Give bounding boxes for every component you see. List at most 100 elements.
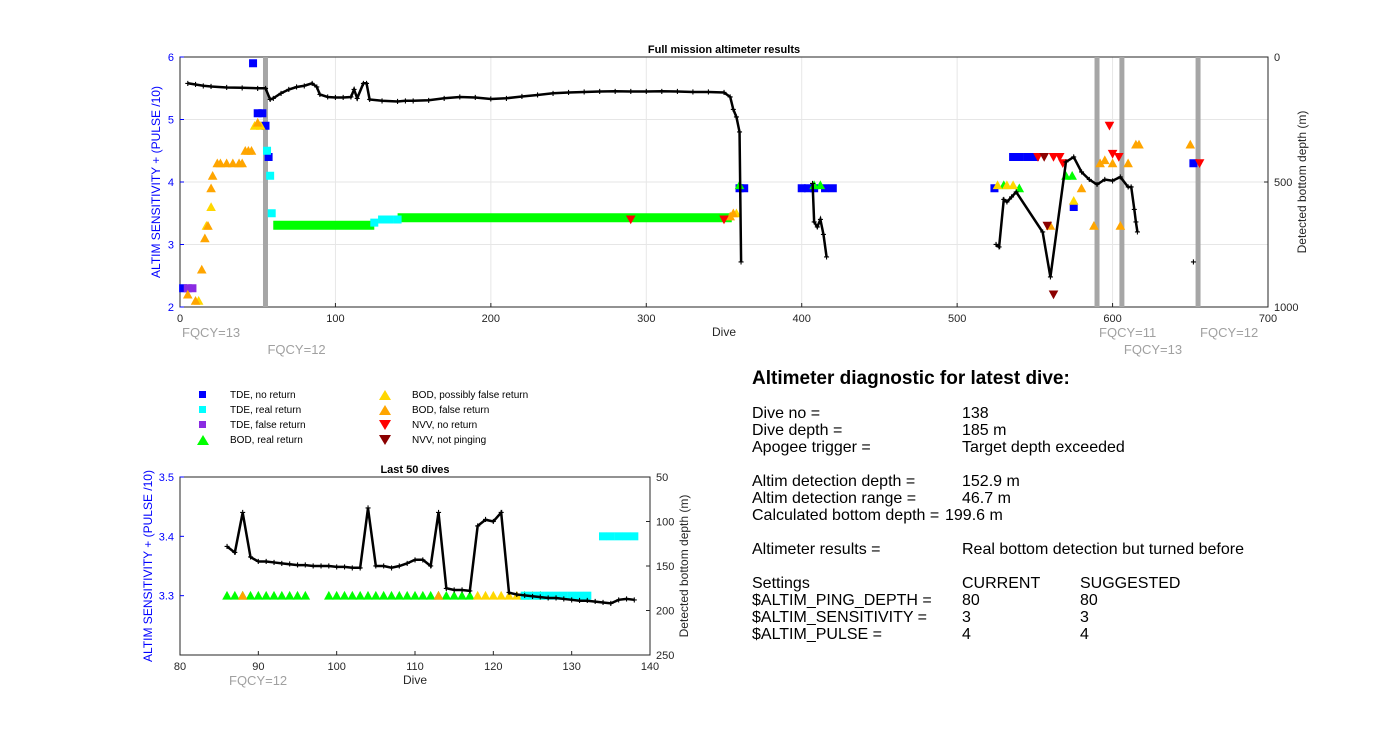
top-depth-point: + (597, 87, 603, 98)
top-xtick-label: 700 (1259, 313, 1277, 325)
pulse-suggested: 4 (1080, 626, 1089, 643)
current-header: CURRENT (962, 575, 1041, 592)
bottom-depth-point: + (287, 560, 293, 571)
top-depth-point: + (1086, 175, 1092, 186)
top-marker (821, 184, 830, 193)
bottom-marker (465, 590, 475, 600)
bottom-depth-point: + (232, 548, 238, 559)
bottom-marker (300, 590, 311, 600)
bottom-depth-point: + (569, 595, 575, 606)
top-marker (1089, 220, 1099, 230)
bottom-depth-point: + (451, 586, 457, 597)
bottom-depth-point: + (514, 590, 520, 601)
top-depth-point: + (811, 218, 817, 229)
top-depth-point: + (1125, 183, 1131, 194)
top-depth-point: + (1131, 205, 1137, 216)
bottom-depth-point: + (498, 508, 504, 519)
bottom-marker (425, 590, 436, 600)
top-xtick-label: 400 (793, 313, 811, 325)
top-depth-line (187, 81, 743, 263)
detection-depth-value: 152.9 m (962, 473, 1020, 490)
bottom-depth-point: + (522, 591, 528, 602)
bottom-depth-point: + (240, 508, 246, 519)
bottom-depth-point: + (537, 593, 543, 604)
top-marker (261, 121, 270, 130)
top-depth-point: + (737, 128, 743, 139)
top-marker (203, 220, 213, 230)
suggested-header: SUGGESTED (1080, 575, 1181, 592)
top-marker (207, 170, 218, 180)
top-depth-line (811, 183, 828, 258)
bottom-depth-point: + (420, 555, 426, 566)
top-depth-point: + (821, 230, 827, 241)
pulse-current: 4 (962, 626, 971, 643)
top-depth-point: + (643, 87, 649, 98)
top-marker (815, 180, 826, 190)
top-xtick-label: 100 (326, 313, 344, 325)
bottom-y2tick-label: 150 (656, 561, 674, 573)
top-depth-point: + (351, 85, 357, 96)
top-ylabel: ALTIM SENSITIVITY + (PULSE /10) (149, 86, 163, 278)
bottom-marker (552, 591, 560, 600)
bottom-marker (433, 590, 444, 600)
bottom-marker (386, 590, 397, 600)
top-marker (1100, 155, 1110, 165)
dive-no-value: 138 (962, 405, 989, 422)
top-ytick-label: 4 (168, 177, 174, 189)
top-marker (263, 146, 272, 155)
top-marker (1009, 153, 1018, 161)
top-y2label: Detected bottom depth (m) (1295, 111, 1309, 254)
top-depth-point: + (294, 83, 300, 94)
top-depth-point: + (457, 93, 463, 104)
top-xtick-label: 0 (177, 313, 183, 325)
top-depth-point: + (325, 93, 331, 104)
top-marker (249, 59, 258, 68)
top-depth-point: + (1133, 218, 1139, 229)
top-marker (1023, 153, 1032, 161)
top-depth-point: + (581, 88, 587, 99)
bottom-marker (237, 590, 248, 600)
top-depth-point: + (441, 94, 447, 105)
bottom-ytick-label: 3.3 (159, 591, 174, 603)
top-depth-point: + (1013, 188, 1019, 199)
bottom-depth-point: + (561, 594, 567, 605)
bottom-marker (222, 590, 232, 600)
legend-label: NVV, no return (412, 420, 478, 431)
top-depth-point: + (1047, 273, 1053, 284)
top-fqcy-label: FQCY=12 (1200, 325, 1258, 340)
dive-depth-value: 185 m (962, 422, 1007, 439)
dive-depth-label: Dive depth = (752, 422, 843, 439)
top-marker (221, 158, 232, 168)
top-marker (267, 209, 276, 218)
bottom-depth-point: + (412, 555, 418, 566)
ping-depth-label: $ALTIM_PING_DEPTH = (752, 592, 932, 609)
top-marker (385, 215, 394, 224)
top-depth-point: + (364, 79, 370, 90)
bottom-depth-point: + (357, 563, 363, 574)
top-marker (206, 183, 216, 193)
bottom-marker (622, 532, 631, 541)
top-ytick-label: 3 (168, 240, 174, 252)
top-marker (1107, 149, 1118, 159)
detection-depth-label: Altim detection depth = (752, 473, 916, 490)
bottom-depth-point: + (624, 594, 630, 605)
top-depth-point: + (1110, 176, 1116, 187)
top-marker (378, 215, 387, 224)
top-marker (1048, 153, 1059, 162)
bottom-marker (457, 590, 467, 600)
bottom-depth-point: + (545, 594, 551, 605)
top-marker (237, 158, 247, 168)
legend-label: NVV, not pinging (412, 435, 487, 446)
bottom-depth-point: + (631, 595, 637, 606)
bottom-depth-point: + (467, 586, 473, 597)
bottom-depth-point: + (295, 561, 301, 572)
top-xlabel: Dive (712, 325, 736, 339)
bottom-marker (363, 590, 373, 600)
top-marker (728, 208, 739, 218)
top-depth-point: + (674, 87, 680, 98)
top-depth-point: + (472, 93, 478, 104)
top-marker (1068, 195, 1079, 205)
top-marker (179, 284, 188, 293)
top-marker (215, 158, 226, 168)
top-depth-point: + (1102, 175, 1108, 186)
